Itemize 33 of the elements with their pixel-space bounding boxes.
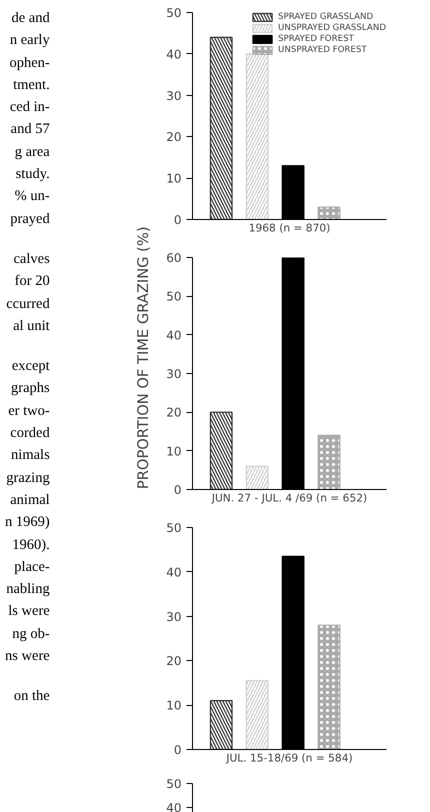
y-tick-label: 50 bbox=[166, 521, 182, 535]
legend-label: UNSPRAYED FOREST bbox=[278, 45, 367, 55]
y-axis-title: PROPORTION OF TIME GRAZING (%) bbox=[135, 226, 152, 490]
y-tick-label: 50 bbox=[166, 6, 182, 20]
y-tick-label: 10 bbox=[166, 698, 182, 713]
y-tick-label: 40 bbox=[166, 328, 182, 342]
y-tick-label: 30 bbox=[166, 88, 182, 103]
text: on the bbox=[12, 687, 50, 706]
legend-label: UNSPRAYED GRASSLAND bbox=[278, 23, 386, 33]
x-axis-title: 1968 (n = 870) bbox=[248, 222, 330, 234]
y-tick-label: 60 bbox=[166, 251, 182, 265]
text: calves for 20 ccurred al unit bbox=[5, 250, 50, 336]
text: except graphs er two- corded nimals grazing animal n 1969) 1960). place- nabling ls were ng ob- ns were bbox=[5, 358, 50, 664]
y-tick-label: 50 bbox=[166, 777, 182, 791]
text: de and n early ophen- tment. ced in- and 57 g area study. % un- prayed bbox=[9, 10, 50, 227]
y-tick-label: 0 bbox=[174, 743, 182, 757]
x-axis-title: JUL. 15-18/69 (n = 584) bbox=[225, 752, 353, 764]
y-tick-label: 30 bbox=[166, 610, 182, 624]
y-tick-label: 10 bbox=[166, 172, 182, 186]
y-tick-label: 20 bbox=[166, 406, 182, 420]
legend-label: SPRAYED GRASSLAND bbox=[278, 12, 374, 22]
y-tick-label: 0 bbox=[174, 213, 182, 227]
y-tick-label: 40 bbox=[166, 565, 182, 580]
y-tick-label: 10 bbox=[166, 444, 182, 458]
y-tick-label: 40 bbox=[166, 801, 182, 812]
y-tick-label: 40 bbox=[166, 47, 182, 62]
y-tick-label: 30 bbox=[166, 367, 182, 381]
y-tick-label: 0 bbox=[174, 483, 182, 497]
y-tick-label: 50 bbox=[166, 290, 182, 304]
y-tick-label: 20 bbox=[166, 130, 182, 144]
legend-label: SPRAYED FOREST bbox=[278, 34, 354, 44]
y-tick-label: 20 bbox=[166, 654, 182, 668]
x-axis-title: JUN. 27 - JUL. 4 /69 (n = 652) bbox=[210, 492, 368, 504]
